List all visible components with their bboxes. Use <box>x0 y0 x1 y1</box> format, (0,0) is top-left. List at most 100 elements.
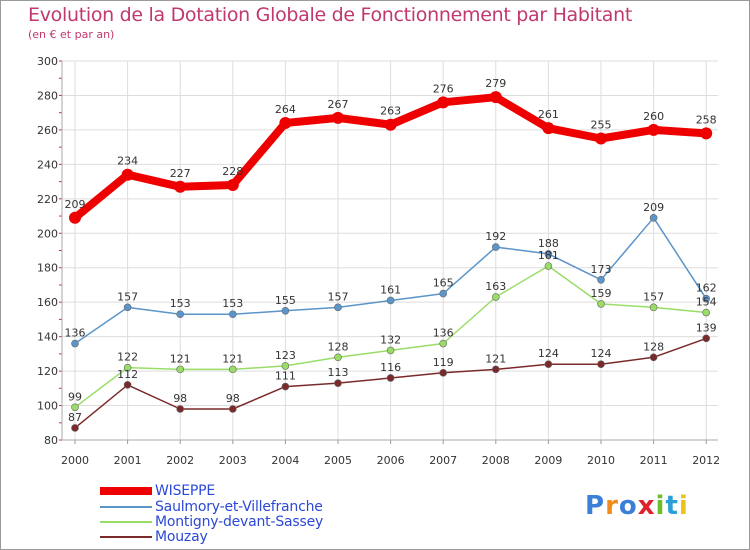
data-point <box>544 360 553 369</box>
data-point <box>649 303 658 312</box>
data-point <box>491 365 500 374</box>
data-label: 157 <box>328 290 349 303</box>
logo-letter: t <box>665 491 679 521</box>
legend-label: Montigny-devant-Sassey <box>155 514 324 530</box>
data-label: 228 <box>222 165 243 178</box>
x-tick-label: 2008 <box>482 454 510 467</box>
data-label: 155 <box>275 294 296 307</box>
data-label: 260 <box>643 110 664 123</box>
data-label: 132 <box>380 333 401 346</box>
axes: 80 100 120 140 160 180 200 220 240 260 280 300 2000 2… <box>37 55 720 467</box>
y-tick-label: 160 <box>37 296 58 309</box>
data-point <box>174 180 187 193</box>
data-label: 165 <box>433 277 454 290</box>
data-label: 279 <box>485 77 506 90</box>
x-tick-label: 2002 <box>166 454 194 467</box>
plot-area <box>62 61 718 440</box>
legend-swatch <box>100 521 152 523</box>
data-point <box>386 346 395 355</box>
data-label: 234 <box>117 155 138 168</box>
x-tick-label: 2005 <box>324 454 352 467</box>
data-point <box>597 360 605 369</box>
legend-swatch <box>100 536 152 538</box>
data-point <box>542 122 555 135</box>
x-tick-label: 2009 <box>534 454 562 467</box>
data-label: 123 <box>275 349 296 362</box>
data-point <box>649 353 658 362</box>
chart-subtitle: (en € et par an) <box>28 28 115 41</box>
data-label: 181 <box>538 249 559 262</box>
data-point <box>71 403 79 412</box>
data-point <box>702 334 711 343</box>
y-tick-label: 240 <box>37 158 58 171</box>
data-point <box>229 365 237 374</box>
data-label: 209 <box>643 201 664 214</box>
data-label: 121 <box>170 352 191 365</box>
data-point <box>176 365 184 374</box>
data-label: 153 <box>222 297 243 310</box>
data-label: 98 <box>226 392 240 405</box>
data-label: 154 <box>696 296 717 309</box>
data-label: 153 <box>170 297 191 310</box>
data-label: 159 <box>591 287 612 300</box>
data-label: 116 <box>380 361 401 374</box>
data-point <box>702 294 711 303</box>
data-label: 87 <box>68 411 82 424</box>
legend-swatch <box>100 487 152 495</box>
logo-letter: x <box>637 491 656 521</box>
data-point <box>176 310 184 319</box>
data-point <box>69 211 81 224</box>
x-tick-label: 2007 <box>429 454 457 467</box>
data-label: 111 <box>275 370 296 383</box>
data-point <box>229 310 237 319</box>
data-labels: 87 112 98 98 111 113 116 119 121 124 124 128 139 99 12… <box>65 77 717 424</box>
x-tick-label: 2001 <box>114 454 142 467</box>
x-tick-label: 2006 <box>377 454 405 467</box>
data-label: 112 <box>117 368 138 381</box>
data-label: 139 <box>696 321 717 334</box>
data-label: 128 <box>643 340 664 353</box>
data-label: 136 <box>433 327 454 340</box>
data-point <box>439 339 448 348</box>
y-tick-label: 200 <box>37 227 58 240</box>
data-point <box>123 363 132 372</box>
data-label: 255 <box>591 119 612 132</box>
data-point <box>491 293 500 301</box>
data-point <box>595 132 607 145</box>
proxiti-logo: Proxiti <box>585 491 689 521</box>
data-point <box>700 127 713 140</box>
data-point <box>226 179 239 192</box>
data-label: 163 <box>485 280 506 293</box>
logo-letter: o <box>618 491 638 521</box>
data-point <box>281 362 290 370</box>
data-label: 276 <box>433 82 454 95</box>
data-point <box>647 123 660 136</box>
data-label: 99 <box>68 390 82 403</box>
data-point <box>279 117 292 130</box>
data-label: 157 <box>117 290 138 303</box>
legend-label: Mouzay <box>155 529 208 545</box>
data-point <box>229 405 237 413</box>
logo-letter: i <box>655 491 666 521</box>
data-label: 263 <box>380 105 401 118</box>
data-point <box>489 91 502 104</box>
data-label: 173 <box>591 263 612 276</box>
y-tick-label: 80 <box>44 434 58 447</box>
x-tick-label: 2000 <box>61 454 89 467</box>
legend-swatch <box>100 506 152 508</box>
data-label: 261 <box>538 108 559 121</box>
data-point <box>439 369 448 377</box>
data-point <box>334 353 342 362</box>
y-tick-label: 100 <box>37 400 58 413</box>
x-tick-label: 2004 <box>271 454 299 467</box>
data-point <box>334 379 342 387</box>
line-chart: 80 100 120 140 160 180 200 220 240 260 280 300 2000 2… <box>37 55 720 467</box>
data-label: 188 <box>538 237 559 250</box>
legend-label: WISEPPE <box>155 483 216 499</box>
y-tick-label: 280 <box>37 89 58 102</box>
data-point <box>649 213 658 222</box>
data-label: 136 <box>65 327 86 340</box>
y-tick-label: 120 <box>37 365 58 378</box>
data-point <box>71 424 79 432</box>
data-point <box>384 118 397 131</box>
